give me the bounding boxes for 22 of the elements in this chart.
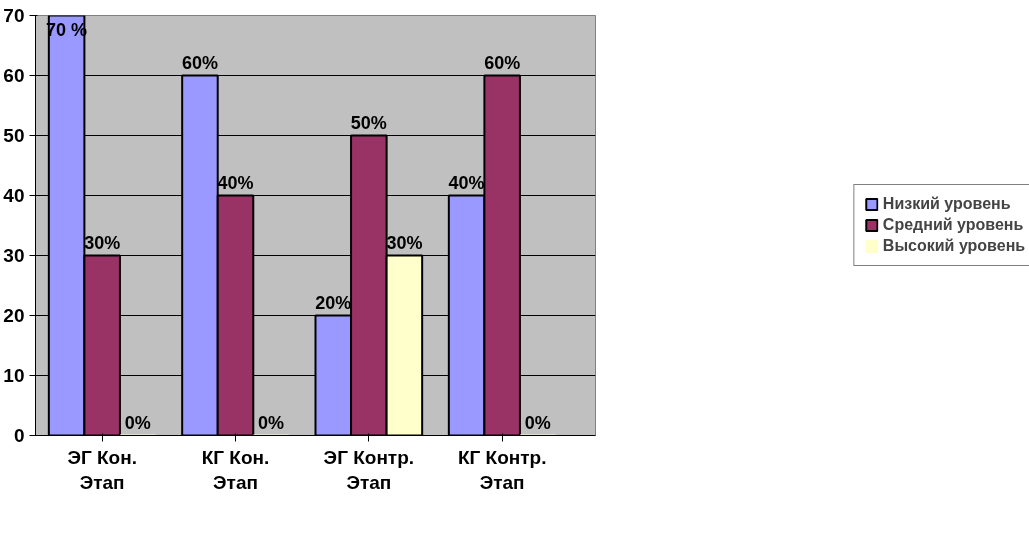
y-tick-label: 70 bbox=[3, 5, 25, 26]
legend-label: Низкий уровень bbox=[882, 195, 1011, 213]
data-label: 0% bbox=[124, 412, 151, 433]
legend-label: Средний уровень bbox=[882, 216, 1024, 234]
y-tick-label: 30 bbox=[3, 245, 25, 266]
y-tick-label: 10 bbox=[3, 365, 25, 386]
data-label: 50% bbox=[350, 112, 387, 133]
y-tick-label: 50 bbox=[3, 125, 25, 146]
x-tick-label: ЭГ Кон. Этап bbox=[67, 446, 137, 493]
y-tick-label: 20 bbox=[3, 305, 25, 326]
data-label: 60% bbox=[484, 52, 521, 73]
y-tick-label: 60 bbox=[3, 65, 25, 86]
data-label: 30% bbox=[84, 232, 121, 253]
data-label: 0% bbox=[258, 412, 285, 433]
y-tick-label: 40 bbox=[3, 185, 25, 206]
data-label: 60% bbox=[181, 52, 218, 73]
y-tick-label: 0 bbox=[13, 425, 25, 446]
x-tick-label: ЭГ Контр. Этап bbox=[323, 446, 415, 493]
data-label: 0% bbox=[524, 412, 551, 433]
legend-label: Высокий уровень bbox=[882, 237, 1026, 255]
x-tick-label: КГ Кон. Этап bbox=[201, 446, 270, 493]
x-tick-label: КГ Контр. Этап bbox=[457, 446, 547, 493]
